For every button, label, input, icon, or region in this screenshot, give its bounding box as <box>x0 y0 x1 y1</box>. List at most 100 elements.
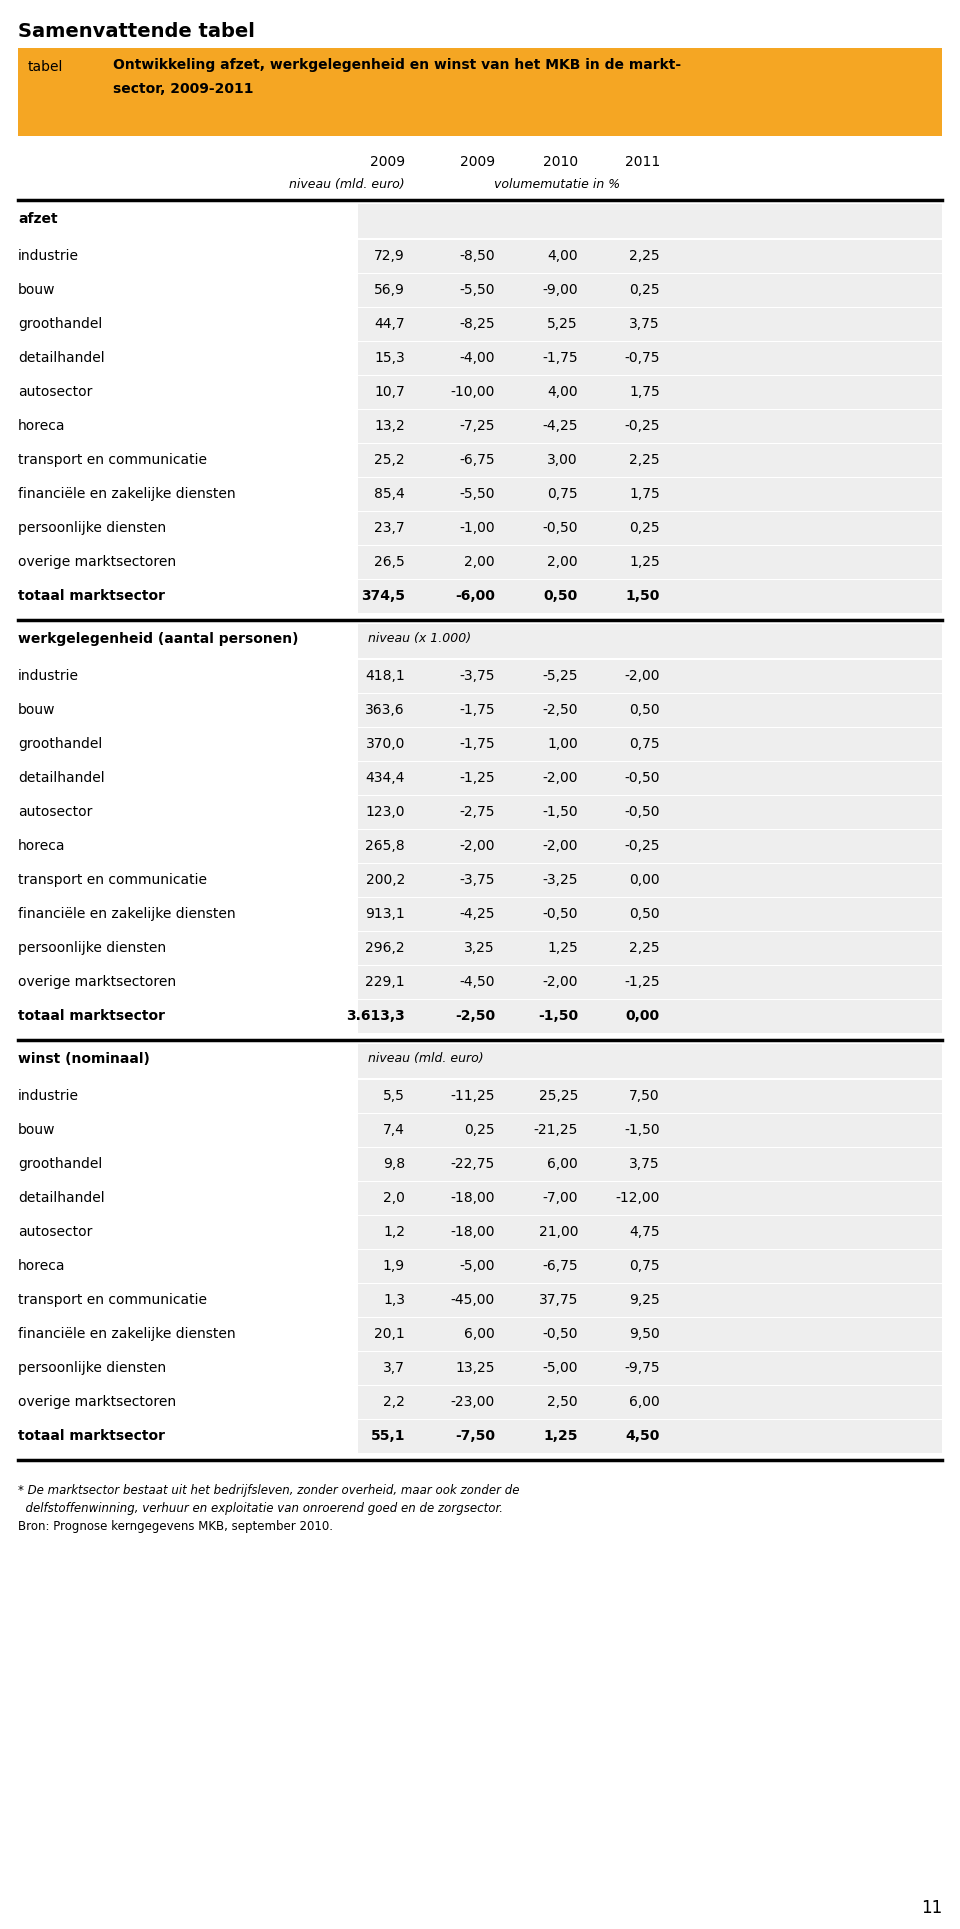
Text: -1,00: -1,00 <box>460 521 495 534</box>
Text: 2,00: 2,00 <box>465 556 495 569</box>
Text: 4,00: 4,00 <box>547 249 578 262</box>
Text: 200,2: 200,2 <box>366 874 405 887</box>
Text: 13,25: 13,25 <box>455 1362 495 1375</box>
Bar <box>358 411 942 444</box>
Text: niveau (x 1.000): niveau (x 1.000) <box>368 633 471 644</box>
Bar <box>358 274 942 307</box>
Bar <box>358 1250 942 1283</box>
Text: 13,2: 13,2 <box>374 419 405 432</box>
Text: -4,25: -4,25 <box>542 419 578 432</box>
Text: 1,75: 1,75 <box>629 386 660 399</box>
Text: overige marktsectoren: overige marktsectoren <box>18 556 176 569</box>
Text: -7,25: -7,25 <box>460 419 495 432</box>
Text: 2,25: 2,25 <box>630 249 660 262</box>
Text: 26,5: 26,5 <box>374 556 405 569</box>
Text: 265,8: 265,8 <box>366 839 405 853</box>
Text: 363,6: 363,6 <box>366 702 405 718</box>
Text: totaal marktsector: totaal marktsector <box>18 588 165 604</box>
Text: * De marktsector bestaat uit het bedrijfsleven, zonder overheid, maar ook zonder: * De marktsector bestaat uit het bedrijf… <box>18 1483 519 1497</box>
Bar <box>358 999 942 1034</box>
Text: 10,7: 10,7 <box>374 386 405 399</box>
Bar <box>358 444 942 476</box>
Text: -0,50: -0,50 <box>542 521 578 534</box>
Bar <box>358 239 942 274</box>
Text: autosector: autosector <box>18 804 92 820</box>
Bar <box>358 1182 942 1215</box>
Text: autosector: autosector <box>18 1225 92 1238</box>
Text: winst (nominaal): winst (nominaal) <box>18 1051 150 1067</box>
Bar <box>358 1318 942 1350</box>
Text: financiële en zakelijke diensten: financiële en zakelijke diensten <box>18 1327 235 1341</box>
Bar <box>358 762 942 795</box>
Bar <box>358 581 942 613</box>
Text: 9,8: 9,8 <box>383 1157 405 1171</box>
Text: 5,5: 5,5 <box>383 1090 405 1103</box>
Text: -3,75: -3,75 <box>460 874 495 887</box>
Text: overige marktsectoren: overige marktsectoren <box>18 974 176 990</box>
Bar <box>358 829 942 862</box>
Text: 6,00: 6,00 <box>629 1395 660 1408</box>
Text: 1,25: 1,25 <box>547 941 578 955</box>
Text: 0,25: 0,25 <box>465 1123 495 1136</box>
Text: -8,25: -8,25 <box>460 316 495 332</box>
Text: 3,75: 3,75 <box>630 316 660 332</box>
Text: totaal marktsector: totaal marktsector <box>18 1429 165 1443</box>
Text: financiële en zakelijke diensten: financiële en zakelijke diensten <box>18 486 235 502</box>
Text: detailhandel: detailhandel <box>18 351 105 365</box>
Bar <box>358 1115 942 1148</box>
Text: -10,00: -10,00 <box>450 386 495 399</box>
Bar <box>358 864 942 897</box>
Text: -18,00: -18,00 <box>450 1190 495 1206</box>
Text: 0,75: 0,75 <box>547 486 578 502</box>
Text: 0,50: 0,50 <box>630 907 660 920</box>
Text: horeca: horeca <box>18 839 65 853</box>
Text: -7,00: -7,00 <box>542 1190 578 1206</box>
Text: 3,7: 3,7 <box>383 1362 405 1375</box>
Text: transport en communicatie: transport en communicatie <box>18 1292 207 1308</box>
Text: 9,25: 9,25 <box>629 1292 660 1308</box>
Text: totaal marktsector: totaal marktsector <box>18 1009 165 1022</box>
Text: 1,3: 1,3 <box>383 1292 405 1308</box>
Bar <box>18 48 942 137</box>
Text: groothandel: groothandel <box>18 316 103 332</box>
Text: 21,00: 21,00 <box>539 1225 578 1238</box>
Text: -9,75: -9,75 <box>624 1362 660 1375</box>
Text: -5,50: -5,50 <box>460 486 495 502</box>
Text: bouw: bouw <box>18 284 56 297</box>
Text: -4,00: -4,00 <box>460 351 495 365</box>
Bar <box>358 966 942 999</box>
Bar <box>358 1352 942 1385</box>
Bar <box>358 1044 942 1078</box>
Bar <box>358 511 942 546</box>
Text: 6,00: 6,00 <box>465 1327 495 1341</box>
Text: -2,50: -2,50 <box>542 702 578 718</box>
Text: 0,75: 0,75 <box>630 1260 660 1273</box>
Text: 15,3: 15,3 <box>374 351 405 365</box>
Text: 2,25: 2,25 <box>630 453 660 467</box>
Bar <box>358 797 942 829</box>
Text: -3,25: -3,25 <box>542 874 578 887</box>
Text: -1,75: -1,75 <box>460 702 495 718</box>
Text: 370,0: 370,0 <box>366 737 405 750</box>
Text: groothandel: groothandel <box>18 1157 103 1171</box>
Text: -2,75: -2,75 <box>460 804 495 820</box>
Text: 1,75: 1,75 <box>629 486 660 502</box>
Bar <box>358 660 942 693</box>
Text: 0,00: 0,00 <box>630 874 660 887</box>
Text: 296,2: 296,2 <box>366 941 405 955</box>
Text: 2,00: 2,00 <box>547 556 578 569</box>
Text: -0,25: -0,25 <box>625 839 660 853</box>
Text: -1,75: -1,75 <box>542 351 578 365</box>
Text: -3,75: -3,75 <box>460 669 495 683</box>
Text: 374,5: 374,5 <box>361 588 405 604</box>
Text: autosector: autosector <box>18 386 92 399</box>
Text: 20,1: 20,1 <box>374 1327 405 1341</box>
Text: 7,50: 7,50 <box>630 1090 660 1103</box>
Text: volumemutatie in %: volumemutatie in % <box>494 177 620 191</box>
Text: 37,75: 37,75 <box>539 1292 578 1308</box>
Text: -1,50: -1,50 <box>542 804 578 820</box>
Text: 55,1: 55,1 <box>371 1429 405 1443</box>
Text: 418,1: 418,1 <box>365 669 405 683</box>
Text: -4,50: -4,50 <box>460 974 495 990</box>
Text: -2,00: -2,00 <box>625 669 660 683</box>
